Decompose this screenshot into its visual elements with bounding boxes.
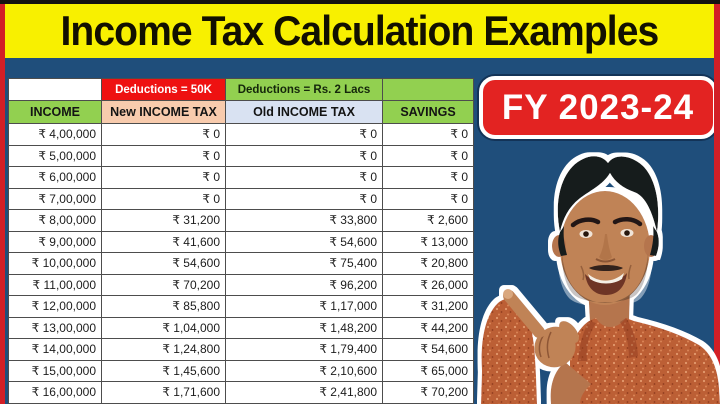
new-income-tax-cell: ₹ 0: [101, 166, 226, 189]
new-income-tax-header: New INCOME TAX: [101, 100, 226, 124]
table-row: ₹ 5,00,000 ₹ 0 ₹ 0 ₹ 0: [8, 144, 474, 167]
old-income-tax-cell: ₹ 33,800: [225, 209, 383, 232]
new-income-tax-cell: ₹ 1,24,800: [101, 338, 226, 361]
income-cell: ₹ 5,00,000: [8, 144, 102, 167]
income-cell: ₹ 6,00,000: [8, 166, 102, 189]
deductions-50k-cell: Deductions = 50K: [101, 78, 226, 101]
table-row: ₹ 12,00,000 ₹ 85,800 ₹ 1,17,000 ₹ 31,200: [8, 295, 474, 318]
blank-green-cell: [382, 78, 474, 101]
table-row: ₹ 8,00,000 ₹ 31,200 ₹ 33,800 ₹ 2,600: [8, 209, 474, 232]
table-row: ₹ 15,00,000 ₹ 1,45,600 ₹ 2,10,600 ₹ 65,000: [8, 359, 474, 382]
table-row: ₹ 13,00,000 ₹ 1,04,000 ₹ 1,48,200 ₹ 44,200: [8, 316, 474, 339]
income-cell: ₹ 11,00,000: [8, 273, 102, 296]
table-row: ₹ 6,00,000 ₹ 0 ₹ 0 ₹ 0: [8, 166, 474, 189]
savings-header: SAVINGS: [382, 100, 474, 124]
new-income-tax-cell: ₹ 1,71,600: [101, 381, 226, 404]
deductions-row: Deductions = 50K Deductions = Rs. 2 Lacs: [8, 78, 474, 101]
table-body: ₹ 4,00,000 ₹ 0 ₹ 0 ₹ 0 ₹ 5,00,000 ₹ 0 ₹ 0 ₹ 0 ₹ …: [8, 123, 474, 404]
shirt-body: [570, 318, 720, 404]
income-cell: ₹ 14,00,000: [8, 338, 102, 361]
new-income-tax-cell: ₹ 0: [101, 187, 226, 210]
income-cell: ₹ 4,00,000: [8, 123, 102, 146]
savings-cell: ₹ 54,600: [382, 338, 474, 361]
title-banner: Income Tax Calculation Examples: [5, 4, 714, 58]
old-income-tax-header: Old INCOME TAX: [225, 100, 383, 124]
left-border: [0, 3, 5, 404]
old-income-tax-cell: ₹ 1,79,400: [225, 338, 383, 361]
old-income-tax-cell: ₹ 0: [225, 123, 383, 146]
income-cell: ₹ 12,00,000: [8, 295, 102, 318]
income-cell: ₹ 10,00,000: [8, 252, 102, 275]
hair: [557, 156, 659, 232]
new-income-tax-cell: ₹ 70,200: [101, 273, 226, 296]
old-income-tax-cell: ₹ 0: [225, 187, 383, 210]
new-income-tax-cell: ₹ 0: [101, 123, 226, 146]
deductions-2lacs-cell: Deductions = Rs. 2 Lacs: [225, 78, 383, 101]
shirt-sleeve: [481, 298, 537, 404]
table-row: ₹ 4,00,000 ₹ 0 ₹ 0 ₹ 0: [8, 123, 474, 146]
header-row: INCOME New INCOME TAX Old INCOME TAX SAV…: [8, 100, 474, 124]
income-cell: ₹ 9,00,000: [8, 230, 102, 253]
new-income-tax-cell: ₹ 1,04,000: [101, 316, 226, 339]
forearm: [550, 362, 591, 404]
savings-cell: ₹ 20,800: [382, 252, 474, 275]
savings-cell: ₹ 0: [382, 123, 474, 146]
pointing-finger: [503, 290, 545, 338]
new-income-tax-cell: ₹ 54,600: [101, 252, 226, 275]
savings-cell: ₹ 26,000: [382, 273, 474, 296]
fy-badge: FY 2023-24: [479, 76, 717, 139]
savings-cell: ₹ 0: [382, 166, 474, 189]
new-income-tax-cell: ₹ 1,45,600: [101, 359, 226, 382]
income-cell: ₹ 13,00,000: [8, 316, 102, 339]
old-income-tax-cell: ₹ 0: [225, 144, 383, 167]
savings-cell: ₹ 0: [382, 187, 474, 210]
table-row: ₹ 16,00,000 ₹ 1,71,600 ₹ 2,41,800 ₹ 70,200: [8, 381, 474, 404]
savings-cell: ₹ 13,000: [382, 230, 474, 253]
old-income-tax-cell: ₹ 75,400: [225, 252, 383, 275]
income-header: INCOME: [8, 100, 102, 124]
new-income-tax-cell: ₹ 0: [101, 144, 226, 167]
savings-cell: ₹ 2,600: [382, 209, 474, 232]
old-income-tax-cell: ₹ 0: [225, 166, 383, 189]
savings-cell: ₹ 65,000: [382, 359, 474, 382]
old-income-tax-cell: ₹ 1,48,200: [225, 316, 383, 339]
income-cell: ₹ 16,00,000: [8, 381, 102, 404]
savings-cell: ₹ 44,200: [382, 316, 474, 339]
old-income-tax-cell: ₹ 1,17,000: [225, 295, 383, 318]
old-income-tax-cell: ₹ 96,200: [225, 273, 383, 296]
old-income-tax-cell: ₹ 2,10,600: [225, 359, 383, 382]
table-row: ₹ 11,00,000 ₹ 70,200 ₹ 96,200 ₹ 26,000: [8, 273, 474, 296]
page-title: Income Tax Calculation Examples: [60, 7, 660, 54]
income-cell: ₹ 15,00,000: [8, 359, 102, 382]
table-row: ₹ 7,00,000 ₹ 0 ₹ 0 ₹ 0: [8, 187, 474, 210]
fy-badge-label: FY 2023-24: [501, 87, 695, 127]
savings-cell: ₹ 0: [382, 144, 474, 167]
old-income-tax-cell: ₹ 2,41,800: [225, 381, 383, 404]
person-photo: [481, 156, 720, 404]
income-cell: ₹ 8,00,000: [8, 209, 102, 232]
right-border: [714, 3, 720, 404]
old-income-tax-cell: ₹ 54,600: [225, 230, 383, 253]
new-income-tax-cell: ₹ 85,800: [101, 295, 226, 318]
top-border: [0, 0, 720, 4]
table-row: ₹ 10,00,000 ₹ 54,600 ₹ 75,400 ₹ 20,800: [8, 252, 474, 275]
income-tax-table: Deductions = 50K Deductions = Rs. 2 Lacs…: [8, 78, 474, 404]
new-income-tax-cell: ₹ 31,200: [101, 209, 226, 232]
savings-cell: ₹ 70,200: [382, 381, 474, 404]
table-row: ₹ 9,00,000 ₹ 41,600 ₹ 54,600 ₹ 13,000: [8, 230, 474, 253]
income-cell: ₹ 7,00,000: [8, 187, 102, 210]
table-row: ₹ 14,00,000 ₹ 1,24,800 ₹ 1,79,400 ₹ 54,600: [8, 338, 474, 361]
blank-corner-cell: [8, 78, 102, 101]
new-income-tax-cell: ₹ 41,600: [101, 230, 226, 253]
savings-cell: ₹ 31,200: [382, 295, 474, 318]
